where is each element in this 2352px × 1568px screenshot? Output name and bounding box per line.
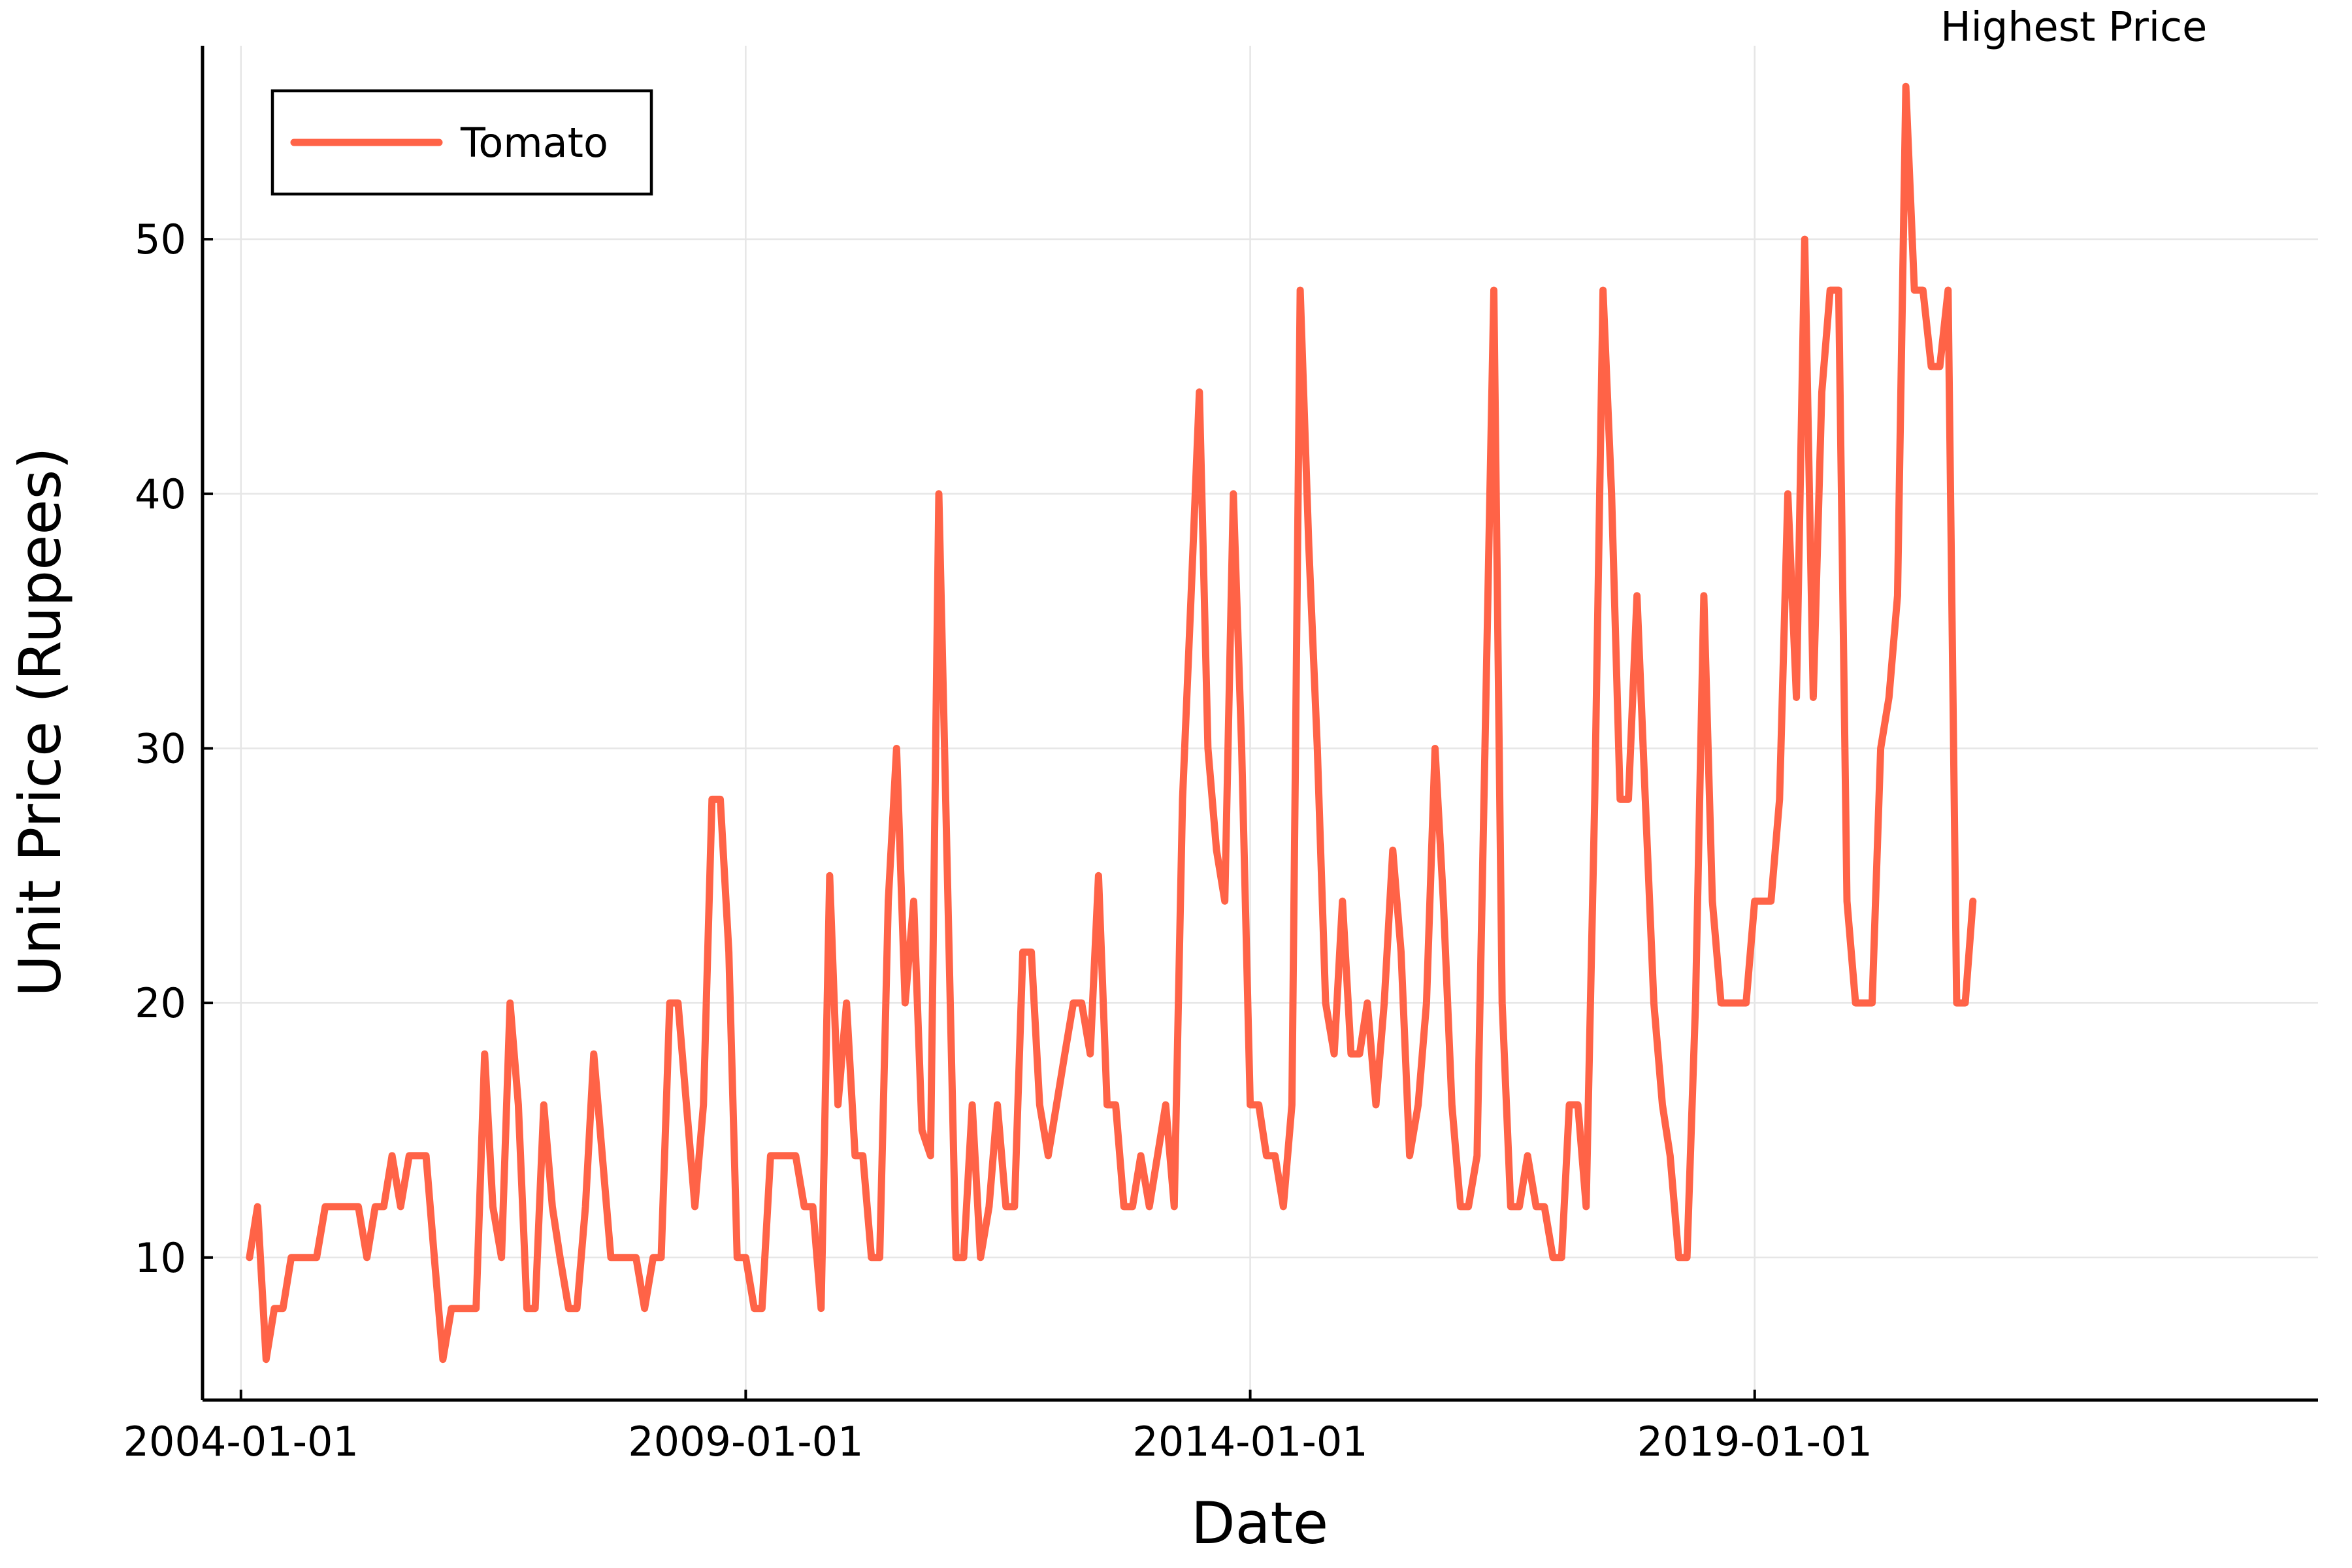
y-axis-title: Unit Price (Rupees) bbox=[7, 447, 74, 996]
y-tick-label-50: 50 bbox=[135, 216, 186, 263]
legend-label-tomato: Tomato bbox=[460, 119, 608, 167]
y-tick-label-30: 30 bbox=[135, 725, 186, 772]
y-tick-label-40: 40 bbox=[135, 470, 186, 518]
annotation-layer: Highest Price bbox=[1940, 3, 2207, 50]
y-tick-label-10: 10 bbox=[135, 1234, 186, 1282]
x-tick-label-2014-01-01: 2014-01-01 bbox=[1132, 1418, 1367, 1465]
ticks: 2004-01-01 2009-01-01 2014-01-01 2019-01-01… bbox=[123, 216, 1872, 1465]
x-tick-label-2004-01-01: 2004-01-01 bbox=[123, 1418, 359, 1465]
y-tick-label-20: 20 bbox=[135, 979, 186, 1027]
series-layer bbox=[246, 82, 1977, 1364]
x-axis-title: Date bbox=[1191, 1490, 1328, 1557]
x-tick-label-2019-01-01: 2019-01-01 bbox=[1637, 1418, 1872, 1465]
grid bbox=[203, 46, 2318, 1400]
legend: Tomato bbox=[270, 89, 653, 196]
series-line-tomato bbox=[246, 82, 1977, 1364]
x-tick-label-2009-01-01: 2009-01-01 bbox=[628, 1418, 863, 1465]
annotation-highest-price: Highest Price bbox=[1940, 3, 2207, 50]
axes bbox=[201, 46, 2318, 1402]
